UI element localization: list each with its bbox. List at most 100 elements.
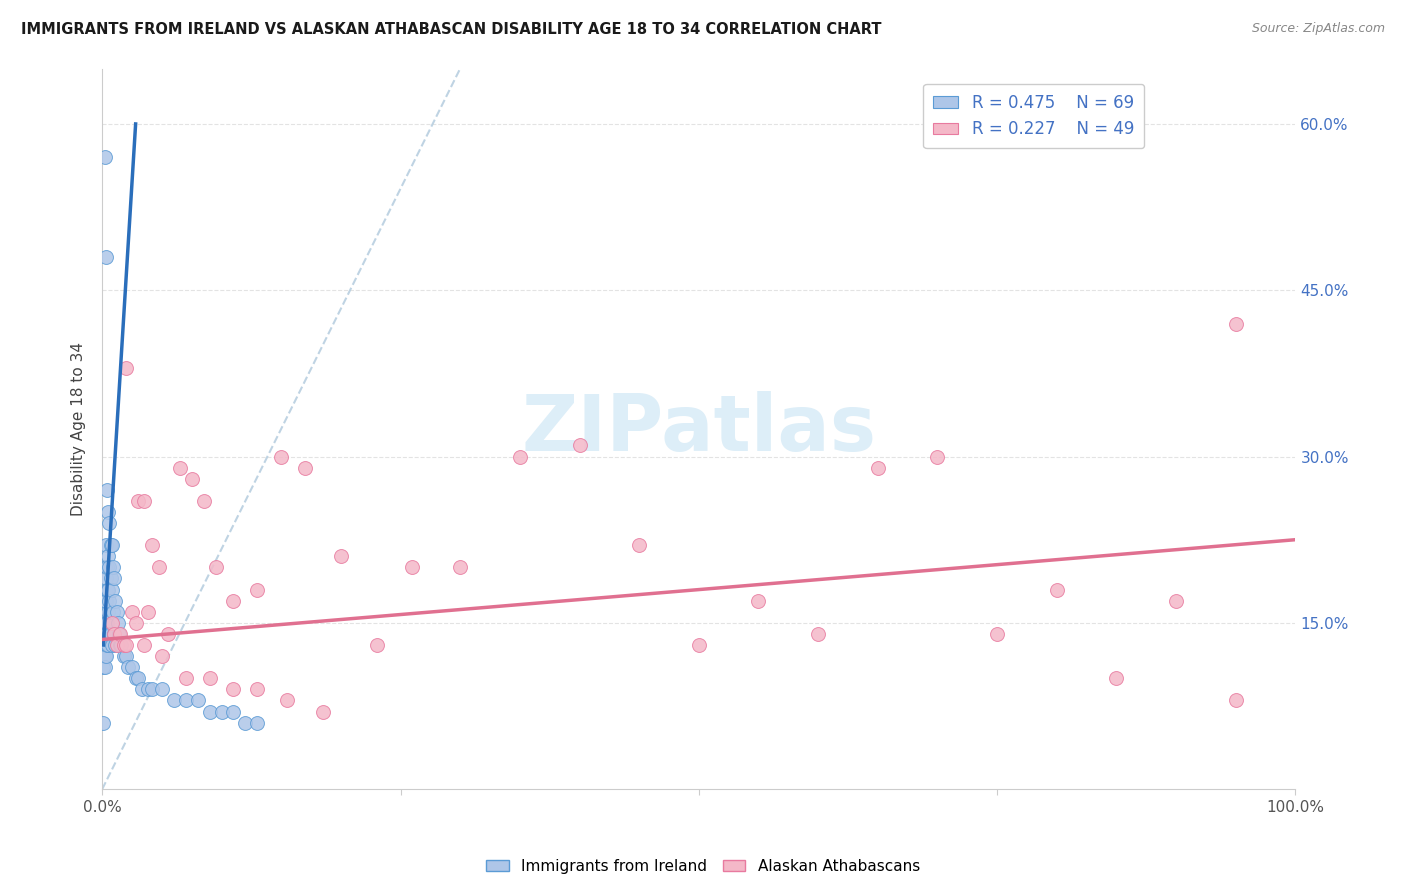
Point [100, 538, 122, 552]
Point [94, 572, 117, 586]
Point [93, 627, 115, 641]
Point [93, 638, 115, 652]
Point [115, 360, 138, 375]
Point [101, 560, 124, 574]
Point [204, 560, 226, 574]
Point [1046, 582, 1069, 597]
Text: IMMIGRANTS FROM IRELAND VS ALASKAN ATHABASCAN DISABILITY AGE 18 TO 34 CORRELATIO: IMMIGRANTS FROM IRELAND VS ALASKAN ATHAB… [21, 22, 882, 37]
Point [115, 638, 138, 652]
Point [150, 682, 173, 697]
Point [97, 638, 120, 652]
Point [93, 627, 115, 641]
Point [174, 693, 197, 707]
Point [187, 693, 209, 707]
Point [927, 450, 949, 464]
Point [141, 538, 163, 552]
Point [93, 150, 115, 164]
Point [93, 638, 115, 652]
Point [97, 582, 120, 597]
Point [270, 450, 292, 464]
Point [98, 593, 121, 607]
Point [94, 538, 117, 552]
Point [132, 638, 155, 652]
Legend: Immigrants from Ireland, Alaskan Athabascans: Immigrants from Ireland, Alaskan Athabas… [479, 853, 927, 880]
Text: ZIPatlas: ZIPatlas [522, 391, 876, 467]
Point [127, 671, 149, 685]
Point [747, 593, 769, 607]
Point [222, 593, 245, 607]
Point [366, 638, 388, 652]
Point [112, 649, 135, 664]
Point [105, 605, 128, 619]
Point [108, 627, 131, 641]
Point [807, 627, 830, 641]
Point [169, 460, 191, 475]
Point [103, 627, 125, 641]
Point [121, 605, 143, 619]
Point [329, 549, 352, 564]
Point [103, 572, 125, 586]
Point [986, 627, 1008, 641]
Point [628, 538, 651, 552]
Point [98, 627, 121, 641]
Point [198, 671, 221, 685]
Point [108, 627, 131, 641]
Point [1166, 593, 1188, 607]
Point [198, 705, 221, 719]
Point [104, 638, 127, 652]
Point [117, 660, 139, 674]
Point [246, 682, 269, 697]
Point [688, 638, 710, 652]
Point [180, 472, 202, 486]
Point [449, 560, 471, 574]
Point [96, 638, 118, 652]
Point [132, 494, 155, 508]
Point [96, 615, 118, 630]
Point [108, 638, 131, 652]
Point [97, 505, 120, 519]
Point [131, 682, 153, 697]
Point [100, 638, 122, 652]
Point [193, 494, 215, 508]
Point [866, 460, 889, 475]
Point [93, 593, 115, 607]
Point [93, 649, 115, 664]
Point [93, 660, 115, 674]
Point [93, 715, 115, 730]
Point [100, 572, 122, 586]
Point [148, 560, 170, 574]
Point [93, 615, 115, 630]
Point [246, 715, 269, 730]
Point [96, 582, 118, 597]
Point [1225, 317, 1247, 331]
Point [312, 705, 335, 719]
Point [93, 649, 115, 664]
Point [1105, 671, 1128, 685]
Point [100, 538, 122, 552]
Point [100, 627, 122, 641]
Point [98, 560, 121, 574]
Point [276, 693, 298, 707]
Point [174, 671, 197, 685]
Point [93, 627, 115, 641]
Point [105, 638, 128, 652]
Point [93, 560, 115, 574]
Point [96, 560, 118, 574]
Point [121, 660, 143, 674]
Point [509, 450, 531, 464]
Point [294, 460, 316, 475]
Point [222, 705, 245, 719]
Point [112, 638, 135, 652]
Point [101, 605, 124, 619]
Point [104, 593, 127, 607]
Point [98, 516, 121, 530]
Point [222, 682, 245, 697]
Y-axis label: Disability Age 18 to 34: Disability Age 18 to 34 [72, 342, 86, 516]
Point [115, 649, 138, 664]
Point [107, 615, 129, 630]
Point [94, 649, 117, 664]
Point [96, 483, 118, 497]
Point [103, 627, 125, 641]
Point [93, 660, 115, 674]
Point [246, 582, 269, 597]
